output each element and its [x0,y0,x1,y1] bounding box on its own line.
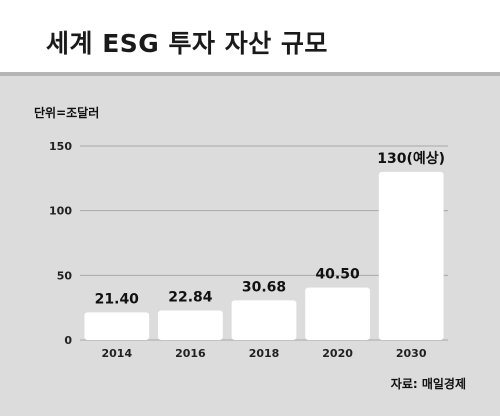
x-tick-label: 2020 [322,347,353,360]
x-tick-label: 2018 [249,347,280,360]
data-label: 40.50 [315,267,360,283]
bar [84,312,150,340]
data-label: 30.68 [242,279,286,295]
chart-panel: 단위=조달러 0 50 100 150 21.40 2014 22.84 2016 30.68 2… [0,76,500,416]
chart-title: 세계 ESG 투자 자산 규모 [46,29,328,58]
x-tick-label: 2016 [175,347,206,360]
y-tick-label: 100 [49,205,72,218]
x-tick-label: 2030 [396,347,427,360]
data-label: 130(예상) [377,151,445,167]
header-divider [0,72,500,76]
bar [158,310,223,340]
bar-chart: 0 50 100 150 21.40 2014 22.84 2016 30.68 2018 40.5… [49,140,448,360]
y-tick-label: 150 [49,140,72,153]
bar [305,287,370,340]
unit-note: 단위=조달러 [34,106,100,120]
data-label: 21.40 [95,291,140,307]
header: 세계 ESG 투자 자산 규모 [0,0,500,72]
data-label: 22.84 [168,289,213,305]
y-tick-label: 0 [64,334,72,347]
bar [231,300,297,340]
x-tick-label: 2014 [101,347,132,360]
bar [378,171,444,340]
y-tick-label: 50 [57,269,73,282]
source-note: 자료: 매일경제 [390,377,466,391]
